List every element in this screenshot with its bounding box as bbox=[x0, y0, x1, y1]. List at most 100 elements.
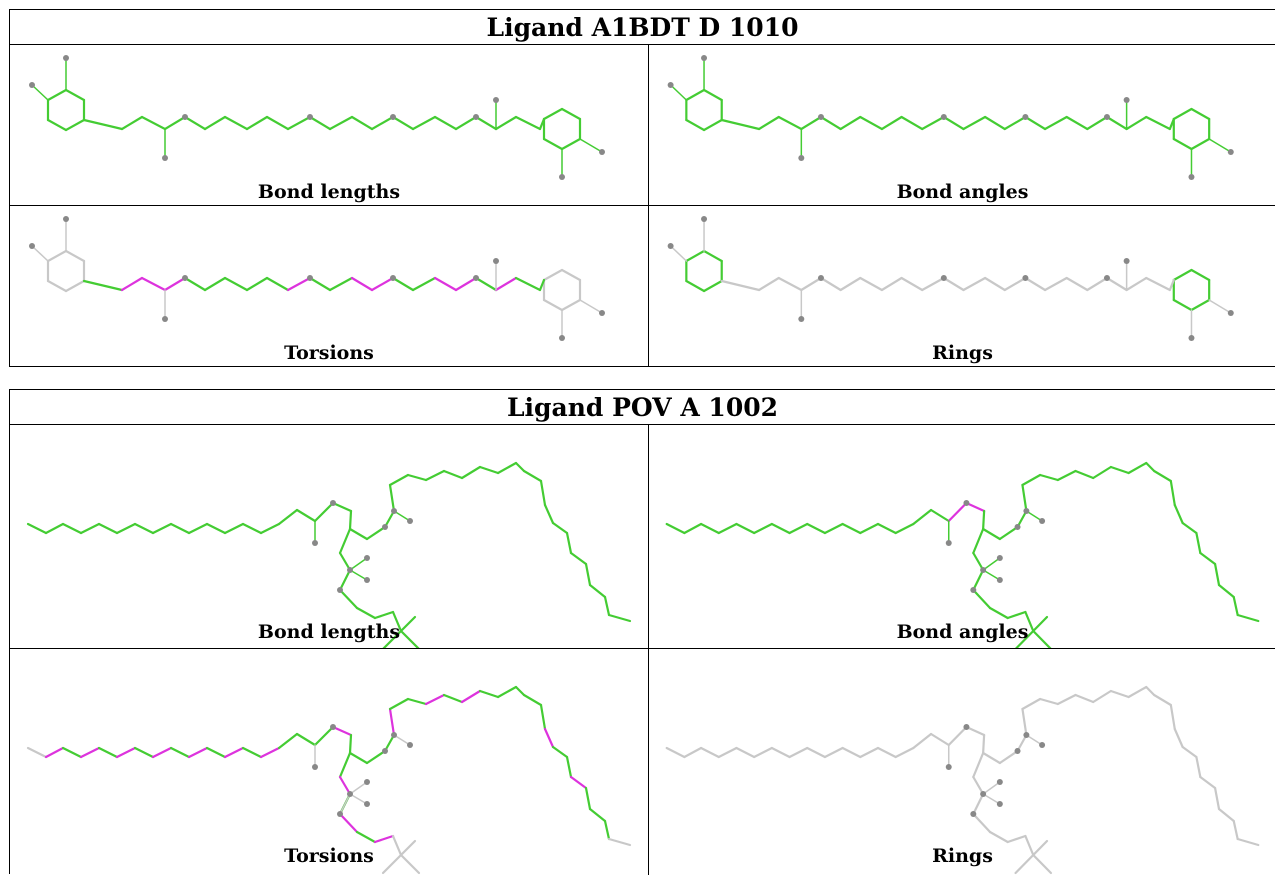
bond bbox=[133, 746, 155, 759]
bond bbox=[1145, 276, 1171, 292]
atom-marker bbox=[493, 258, 499, 264]
bond bbox=[391, 276, 415, 292]
bond bbox=[876, 746, 897, 759]
bond bbox=[411, 276, 437, 292]
bond bbox=[560, 298, 582, 312]
atom-marker bbox=[963, 500, 970, 506]
bond bbox=[1021, 707, 1028, 737]
bond bbox=[442, 693, 464, 704]
atom-marker bbox=[1014, 524, 1021, 530]
bond bbox=[1169, 703, 1176, 731]
atom-marker bbox=[182, 114, 188, 120]
bond bbox=[972, 527, 985, 555]
bond bbox=[588, 807, 607, 823]
bond bbox=[702, 279, 723, 293]
atom-marker bbox=[364, 555, 370, 561]
bond bbox=[876, 522, 897, 535]
atom-marker bbox=[996, 555, 1003, 561]
bond bbox=[753, 522, 773, 535]
bond bbox=[588, 583, 607, 599]
panel-bond-angles: Bond angles bbox=[649, 45, 1275, 205]
bond bbox=[1025, 734, 1043, 746]
bond bbox=[800, 276, 823, 292]
bond bbox=[391, 115, 415, 131]
bond bbox=[514, 276, 542, 292]
bond bbox=[972, 751, 985, 779]
ligand-table-a1bdt: Ligand A1BDT D 1010 Bond lengths Bond an… bbox=[9, 9, 1275, 367]
bond bbox=[998, 525, 1019, 541]
bond bbox=[245, 115, 269, 131]
bond bbox=[1168, 117, 1175, 131]
bond bbox=[962, 276, 987, 292]
bond bbox=[140, 115, 167, 131]
bond bbox=[355, 606, 377, 620]
molecule-diagram bbox=[26, 685, 632, 875]
bond bbox=[1043, 276, 1068, 292]
atom-marker bbox=[559, 174, 565, 180]
atom-marker bbox=[63, 216, 69, 222]
bond bbox=[859, 746, 880, 759]
bond bbox=[1127, 461, 1148, 475]
bond bbox=[988, 830, 1009, 844]
bond bbox=[859, 276, 884, 292]
bond bbox=[245, 276, 269, 292]
bond bbox=[1056, 469, 1077, 482]
bond bbox=[391, 834, 403, 857]
bond bbox=[1003, 276, 1027, 292]
atom-marker bbox=[391, 732, 397, 738]
atom-marker bbox=[970, 811, 977, 817]
bond bbox=[823, 522, 844, 535]
bond bbox=[982, 751, 1001, 765]
bond bbox=[1181, 745, 1198, 759]
bond bbox=[1003, 115, 1027, 131]
bond bbox=[841, 522, 862, 535]
molecule-diagram bbox=[29, 216, 605, 341]
bond bbox=[1092, 689, 1112, 704]
atom-marker bbox=[1227, 149, 1234, 155]
bond bbox=[982, 793, 1001, 805]
bond bbox=[31, 84, 49, 101]
bond bbox=[286, 115, 312, 131]
bond bbox=[972, 775, 985, 796]
bond bbox=[26, 522, 48, 535]
bond bbox=[338, 751, 352, 779]
bond bbox=[393, 510, 411, 522]
bond bbox=[1016, 509, 1028, 529]
atom-marker bbox=[667, 243, 674, 249]
atom-marker bbox=[312, 540, 318, 546]
bond bbox=[942, 115, 965, 131]
bond bbox=[1105, 115, 1128, 131]
ligand-title: Ligand POV A 1002 bbox=[10, 390, 1275, 425]
bond bbox=[947, 725, 968, 747]
bond bbox=[46, 118, 68, 132]
bond bbox=[433, 276, 458, 292]
bond bbox=[1172, 137, 1193, 151]
bond bbox=[880, 276, 903, 292]
bond bbox=[1125, 276, 1148, 292]
bond bbox=[442, 469, 464, 480]
bond bbox=[1127, 685, 1148, 699]
bond bbox=[880, 115, 903, 131]
bond bbox=[339, 569, 351, 591]
bond bbox=[1039, 473, 1059, 482]
bond bbox=[460, 689, 482, 704]
bond bbox=[183, 276, 207, 292]
bond bbox=[259, 522, 281, 535]
bond bbox=[1006, 834, 1027, 844]
bond bbox=[683, 746, 703, 759]
bond bbox=[64, 118, 86, 132]
bond bbox=[962, 115, 987, 131]
bond bbox=[46, 249, 68, 263]
bond bbox=[82, 279, 124, 292]
bond bbox=[1173, 727, 1184, 749]
bond bbox=[1232, 819, 1239, 841]
bond bbox=[277, 508, 299, 526]
bond bbox=[717, 746, 738, 759]
bond bbox=[115, 746, 137, 759]
bond bbox=[349, 557, 368, 571]
bond bbox=[411, 115, 437, 131]
bond bbox=[1190, 137, 1211, 151]
ligand-title: Ligand A1BDT D 1010 bbox=[10, 10, 1275, 45]
bond bbox=[569, 775, 588, 790]
bond bbox=[788, 522, 809, 535]
